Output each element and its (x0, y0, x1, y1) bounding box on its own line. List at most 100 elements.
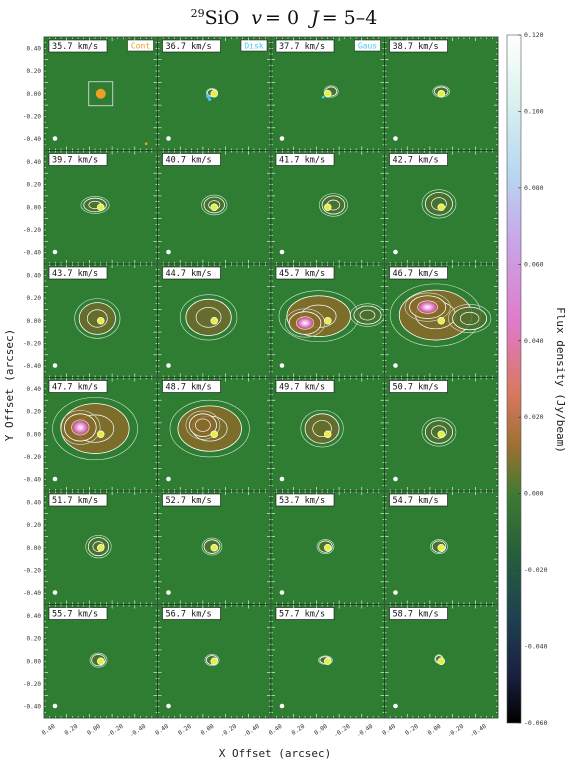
channel-panel: 41.7 km/s (270, 150, 385, 265)
continuum-point (144, 142, 148, 145)
velocity-label: 56.7 km/s (166, 610, 212, 620)
channel-panel: 47.7 km/s (43, 377, 158, 492)
continuum-peak (96, 543, 105, 552)
velocity-label: 45.7 km/s (279, 269, 325, 279)
velocity-label: 37.7 km/s (279, 42, 325, 52)
y-tick-label: -0.40 (23, 477, 41, 484)
velocity-label-box (275, 153, 335, 166)
channel-panel: 58.7 km/s (384, 604, 499, 719)
channel-panel: 51.7 km/s (43, 490, 158, 605)
beam-marker (52, 136, 58, 141)
continuum-peak (323, 657, 332, 665)
channel-panel: 42.7 km/s (384, 150, 499, 265)
channel-panel: 55.7 km/s (43, 604, 158, 719)
velocity-label-box (162, 380, 221, 393)
contour-outer (323, 85, 339, 98)
contour-outer (52, 397, 138, 461)
velocity-label-box (389, 607, 448, 620)
y-tick-label: -0.40 (23, 250, 41, 257)
emission-peak (295, 316, 315, 330)
y-tick-label: 0.40 (27, 272, 42, 279)
contour-outer (89, 652, 108, 668)
velocity-label: 42.7 km/s (393, 156, 439, 166)
velocity-label: 36.7 km/s (166, 42, 212, 52)
beam-marker (52, 703, 58, 709)
velocity-label-box (48, 266, 108, 280)
channel-panel: 38.7 km/s (384, 36, 499, 151)
contour-inner (195, 418, 211, 432)
contour-outer (300, 409, 344, 448)
continuum-peak (437, 430, 445, 438)
continuum-peak (96, 430, 105, 438)
contour-inner (359, 309, 376, 321)
velocity-label: 49.7 km/s (279, 383, 325, 393)
continuum-peak (437, 657, 445, 665)
x-axis-ticks: 0.40 0.20 0.00 -0.20 -0.40 0.40 0.20 0.00 -0.20-… (41, 723, 488, 739)
velocity-label: 52.7 km/s (166, 496, 212, 506)
channel-panel: 46.7 km/s (384, 263, 499, 378)
x-tick-label: 0.40 (41, 723, 57, 737)
continuum-peak (210, 657, 218, 665)
velocity-label-box (389, 153, 448, 166)
contour-outer (201, 194, 228, 216)
continuum-source (95, 88, 106, 99)
y-tick-label: -0.40 (23, 363, 41, 370)
velocity-label-box (162, 39, 221, 53)
y-tick-label: 0.00 (27, 431, 42, 438)
y-axis-label: Y Offset (arcsec) (3, 329, 16, 442)
colorbar-tick-label: 0.040 (524, 337, 544, 345)
velocity-label-box (162, 266, 221, 280)
title-species: SiO (205, 7, 240, 29)
title-v-value: = 0 (265, 7, 299, 29)
emission-region (353, 305, 382, 325)
y-tick-label: -0.20 (23, 227, 41, 234)
channel-panel: 54.7 km/s (384, 490, 499, 605)
beam-marker (166, 136, 171, 141)
continuum-box (88, 81, 114, 107)
beam-marker (393, 363, 398, 368)
y-tick-label: 0.20 (27, 409, 42, 416)
y-axis-ticks: 0.40 0.20 0.00 -0.20 -0.40 0.40 0.20 0.00 -0.20 -… (23, 45, 41, 710)
velocity-label-box (275, 493, 335, 507)
beam-marker (393, 590, 398, 595)
title-j-label: J (307, 7, 320, 29)
beam-marker (279, 136, 285, 141)
velocity-label: 50.7 km/s (393, 383, 439, 393)
x-tick-label: -0.20 (106, 723, 125, 739)
y-tick-label: 0.00 (27, 204, 42, 211)
colorbar-tick-label: 0.000 (524, 490, 544, 498)
y-tick-label: -0.20 (23, 340, 41, 347)
contour-outer (448, 303, 492, 333)
channel-panel: 37.7 km/s Gaus (270, 36, 385, 151)
contour-inner (431, 425, 447, 439)
y-tick-label: 0.00 (27, 318, 42, 325)
emission-region (304, 413, 340, 444)
beam-marker (279, 590, 285, 595)
x-tick-label: 0.40 (381, 723, 397, 737)
velocity-label: 43.7 km/s (52, 269, 98, 279)
continuum-peak (437, 543, 445, 552)
continuum-peak (210, 316, 218, 325)
velocity-label-box (275, 607, 335, 620)
beam-marker (52, 249, 58, 255)
beam-marker (166, 249, 171, 255)
contour-outer (74, 298, 121, 339)
colorbar-tick-label: -0.060 (524, 719, 548, 727)
continuum-peak (323, 430, 332, 438)
colorbar-tick-label: 0.100 (524, 107, 544, 115)
colorbar-label: Flux density (Jy/beam) (554, 307, 567, 453)
y-tick-label: -0.20 (23, 567, 41, 574)
contour-outer (80, 196, 110, 214)
beam-marker (393, 249, 398, 255)
emission-region (424, 192, 454, 216)
velocity-label: 35.7 km/s (52, 42, 98, 52)
velocity-label-box (389, 380, 448, 393)
channel-panel: 39.7 km/s (43, 150, 158, 265)
channel-panel: 43.7 km/s (43, 263, 158, 378)
x-tick-label: -0.20 (219, 723, 238, 739)
velocity-label: 44.7 km/s (166, 269, 212, 279)
x-tick-label: 0.00 (313, 723, 329, 737)
y-tick-label: 0.00 (27, 91, 42, 98)
colorbar-tick-label: 0.060 (524, 260, 544, 268)
emission-region (188, 413, 217, 437)
